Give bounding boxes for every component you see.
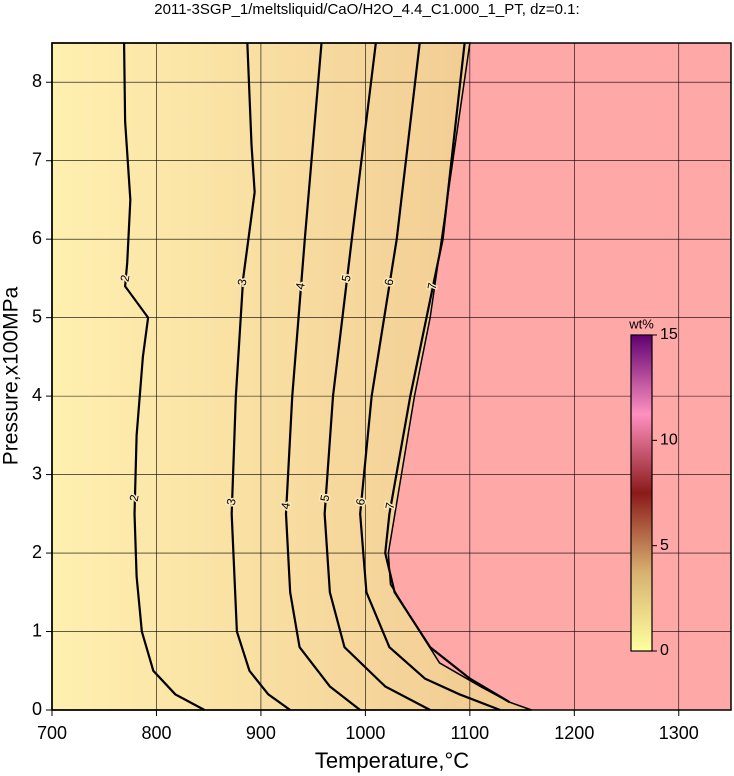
contour-line bbox=[284, 42, 361, 711]
colorbar-tick-label: 5 bbox=[660, 537, 669, 554]
y-tick-label: 0 bbox=[32, 699, 42, 719]
colorbar-tick-label: 0 bbox=[660, 642, 669, 659]
x-tick-label: 1000 bbox=[345, 723, 385, 743]
contour-line bbox=[359, 42, 501, 712]
y-tick-label: 7 bbox=[32, 149, 42, 169]
contour-line bbox=[230, 42, 291, 711]
contour-line bbox=[384, 42, 511, 704]
x-tick-label: 1200 bbox=[554, 723, 594, 743]
contour-line bbox=[122, 42, 206, 711]
plot-frame bbox=[51, 42, 732, 711]
x-axis-label: Temperature,°C bbox=[315, 748, 469, 773]
y-tick-label: 8 bbox=[32, 71, 42, 91]
colorbar-tick-label: 10 bbox=[660, 432, 678, 449]
y-axis-label: Pressure,x100MPa bbox=[0, 286, 23, 465]
x-tick-label: 800 bbox=[141, 723, 171, 743]
y-tick-label: 4 bbox=[32, 385, 42, 405]
x-tick-label: 900 bbox=[246, 723, 276, 743]
y-tick-label: 5 bbox=[32, 306, 42, 326]
y-tick-label: 6 bbox=[32, 228, 42, 248]
x-tick-label: 1300 bbox=[659, 723, 699, 743]
x-tick-label: 1100 bbox=[450, 723, 489, 743]
chart-title: 2011-3SGP_1/meltsliquid/CaO/H2O_4.4_C1.0… bbox=[154, 1, 579, 18]
colorbar bbox=[630, 334, 653, 652]
x-tick-label: 700 bbox=[37, 723, 67, 743]
colorbar-tick-label: 15 bbox=[660, 326, 678, 343]
y-tick-label: 2 bbox=[32, 542, 42, 562]
contour-line bbox=[323, 42, 431, 711]
colorbar-label: wt% bbox=[628, 316, 654, 331]
y-tick-label: 1 bbox=[32, 620, 42, 640]
y-tick-label: 3 bbox=[32, 463, 42, 483]
